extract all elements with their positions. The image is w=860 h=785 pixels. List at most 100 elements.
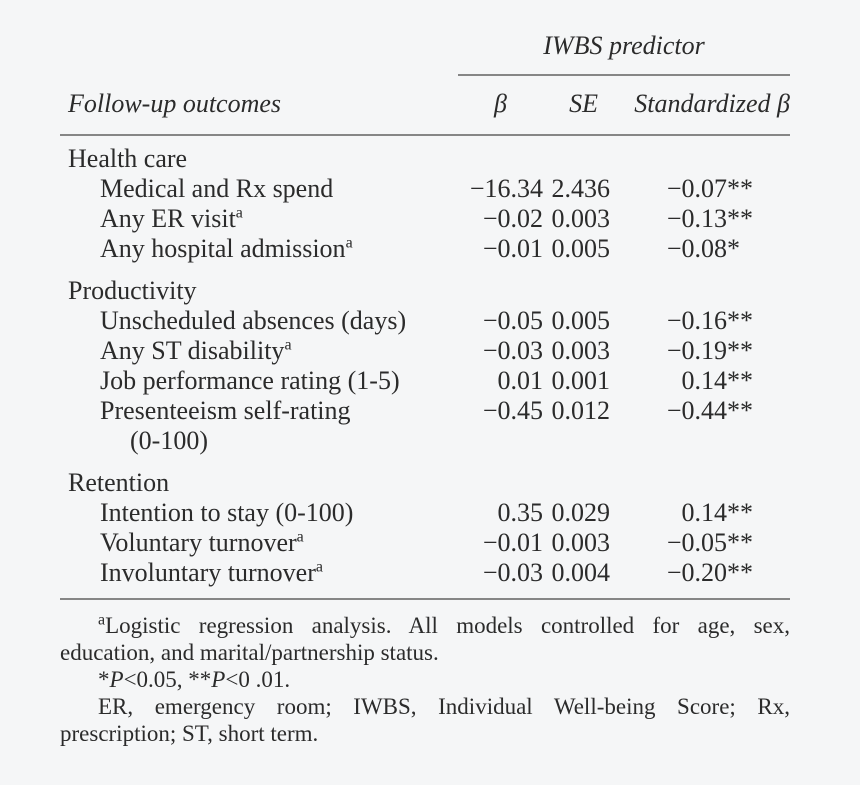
se-value: 2.436 <box>551 174 611 203</box>
col-header-se: SE <box>569 89 598 118</box>
col-header-outcomes: Follow-up outcomes <box>68 89 282 118</box>
outcome-text: Unscheduled absences (days) <box>100 306 407 335</box>
table-row: Intention to stay (0-100) 0.35 0.029 0.1… <box>60 498 790 528</box>
outcome-text: Voluntary turnover <box>100 528 297 557</box>
footnote-marker: a <box>345 234 353 252</box>
footnote-marker: a <box>296 528 304 546</box>
outcome-text: Any hospital admission <box>100 234 346 263</box>
std-beta-value: −0.19 ** <box>610 336 790 366</box>
se-value: 0.004 <box>551 558 611 587</box>
se-value: 0.012 <box>551 396 611 425</box>
outcome-label: Involuntary turnovera <box>60 558 458 588</box>
beta-value: −0.02 <box>482 204 543 233</box>
outcome-label: Any ER visita <box>60 204 458 234</box>
se-value: 0.001 <box>551 366 611 395</box>
significance-stars: ** <box>727 174 753 203</box>
outcome-text: Intention to stay (0-100) <box>100 498 354 527</box>
significance-stars: ** <box>727 558 753 587</box>
outcome-label: Any hospital admissiona <box>60 234 458 264</box>
std-beta-number: −0.16 <box>666 306 727 335</box>
note-a-text-line1: Logistic regression analysis. All models… <box>105 613 790 638</box>
beta-value: −0.01 <box>482 528 543 557</box>
significance-stars: ** <box>727 366 753 395</box>
sig-star1: * <box>98 667 110 692</box>
significance-stars: * <box>727 234 740 263</box>
outcome-label: Job performance rating (1-5) <box>60 366 458 396</box>
std-beta-value: −0.08 * <box>610 234 790 264</box>
section-retention: Retention Intention to stay (0-100) 0.35… <box>60 468 790 588</box>
outcome-label: Any ST disabilitya <box>60 336 458 366</box>
beta-value: −16.34 <box>469 174 543 203</box>
table-row: Voluntary turnovera −0.01 0.003 −0.05 ** <box>60 528 790 558</box>
outcome-text: Job performance rating (1-5) <box>100 366 400 395</box>
sig-p2: P <box>211 667 226 692</box>
section-health-care: Health care Medical and Rx spend −16.34 … <box>60 144 790 264</box>
table-row: Any ER visita −0.02 0.003 −0.13 ** <box>60 204 790 234</box>
table-body: Health care Medical and Rx spend −16.34 … <box>60 136 790 600</box>
footnotes: aLogistic regression analysis. All model… <box>60 600 790 747</box>
section-productivity: Productivity Unscheduled absences (days)… <box>60 276 790 456</box>
beta-value: −0.05 <box>482 306 543 335</box>
outcome-text: Presenteeism self-rating <box>100 396 351 425</box>
significance-stars: ** <box>727 306 753 335</box>
section-title: Productivity <box>68 276 197 305</box>
col-header-beta: β <box>494 89 507 118</box>
std-beta-value: −0.20 ** <box>610 558 790 588</box>
table-spanner-row: IWBS predictor <box>60 30 790 76</box>
note-a-superscript: a <box>98 611 106 629</box>
abbreviations-line2: prescription; ST, short term. <box>60 721 319 746</box>
beta-value: 0.01 <box>497 366 544 395</box>
std-beta-number: −0.07 <box>666 174 727 203</box>
std-beta-value: −0.44 ** <box>610 396 790 456</box>
std-beta-number: −0.20 <box>666 558 727 587</box>
outcome-text: Involuntary turnover <box>100 558 316 587</box>
outcome-label: Voluntary turnovera <box>60 528 458 558</box>
table-header-row: Follow-up outcomes β SE Standardized β <box>60 76 790 136</box>
spanner-spacer <box>60 30 458 76</box>
significance-stars: ** <box>727 336 753 365</box>
regression-table: IWBS predictor Follow-up outcomes β SE S… <box>60 30 790 600</box>
note-a-line2: education, and marital/partnership statu… <box>60 640 439 665</box>
se-value: 0.003 <box>551 528 611 557</box>
significance-stars: ** <box>727 204 753 233</box>
outcome-text: Any ER visit <box>100 204 236 233</box>
beta-value: 0.35 <box>497 498 544 527</box>
std-beta-number: −0.08 <box>666 234 727 263</box>
beta-value: −0.45 <box>482 396 543 425</box>
std-beta-number: −0.44 <box>666 396 727 425</box>
std-beta-number: −0.05 <box>666 528 727 557</box>
std-beta-number: −0.13 <box>666 204 727 233</box>
table-row: Any ST disabilitya −0.03 0.003 −0.19 ** <box>60 336 790 366</box>
col-header-standardized-beta: Standardized β <box>634 89 790 118</box>
table-row: Medical and Rx spend −16.34 2.436 −0.07 *… <box>60 174 790 204</box>
beta-value: −0.03 <box>482 336 543 365</box>
table-row: Job performance rating (1-5) 0.01 0.001 … <box>60 366 790 396</box>
std-beta-number: 0.14 <box>681 366 728 395</box>
note-a-line1: aLogistic regression analysis. All model… <box>60 612 790 639</box>
significance-stars: ** <box>727 396 753 425</box>
spanner-header-iwbs-predictor: IWBS predictor <box>458 30 790 76</box>
footnote-marker: a <box>235 204 243 222</box>
significance-stars: ** <box>727 528 753 557</box>
se-value: 0.005 <box>551 234 611 263</box>
sig-end: <0 .01. <box>225 667 291 692</box>
std-beta-value: −0.16 ** <box>610 306 790 336</box>
std-beta-value: −0.05 ** <box>610 528 790 558</box>
section-title: Retention <box>68 468 170 497</box>
beta-value: −0.03 <box>482 558 543 587</box>
outcome-text: Any ST disability <box>100 336 285 365</box>
se-value: 0.003 <box>551 204 611 233</box>
outcome-text: Medical and Rx spend <box>100 174 334 203</box>
table-row: Any hospital admissiona −0.01 0.005 −0.0… <box>60 234 790 264</box>
se-value: 0.005 <box>551 306 611 335</box>
std-beta-value: 0.14 ** <box>610 366 790 396</box>
table-row: Unscheduled absences (days) −0.05 0.005 … <box>60 306 790 336</box>
abbreviations-line1: ER, emergency room; IWBS, Individual Wel… <box>98 694 790 719</box>
std-beta-value: −0.07 ** <box>610 174 790 204</box>
outcome-label: Unscheduled absences (days) <box>60 306 458 336</box>
std-beta-value: −0.13 ** <box>610 204 790 234</box>
significance-stars: ** <box>727 498 753 527</box>
outcome-text-line2: (0-100) <box>130 426 208 455</box>
sig-mid: <0.05, ** <box>123 667 212 692</box>
